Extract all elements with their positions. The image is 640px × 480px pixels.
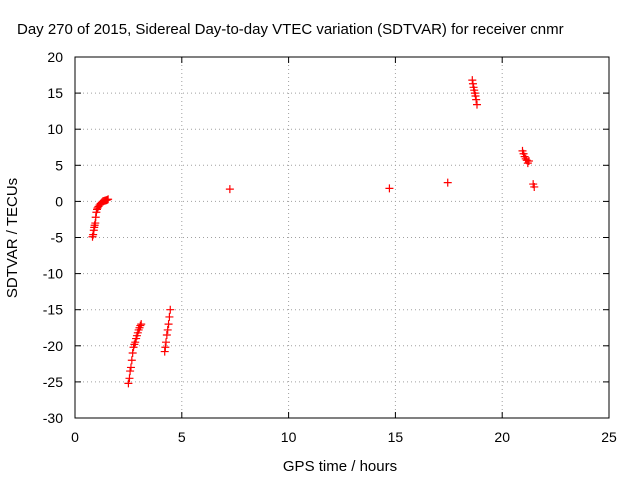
x-tick-label: 15: [388, 429, 404, 445]
y-axis-label: SDTVAR / TECUs: [4, 178, 21, 298]
x-tick-label: 10: [281, 429, 297, 445]
data-point: [89, 230, 98, 239]
y-tick-label: -10: [43, 266, 63, 282]
y-tick-label: -20: [43, 338, 63, 354]
data-point: [530, 182, 539, 191]
data-point: [104, 195, 113, 204]
y-tick-label: -25: [43, 374, 63, 390]
data-point: [468, 76, 477, 85]
chart-title: Day 270 of 2015, Sidereal Day-to-day VTE…: [17, 21, 564, 38]
data-point: [90, 221, 99, 230]
data-point: [161, 343, 170, 352]
y-tick-label: 10: [47, 121, 63, 137]
data-point: [126, 363, 135, 372]
data-point: [124, 379, 133, 388]
data-point: [524, 156, 533, 165]
data-point: [103, 195, 112, 204]
axis-ticks: 0 5 10 15 20 25 -30 -25 -20 -15 -10 -5 0 5 10 15 20: [43, 49, 617, 445]
data-point: [137, 320, 146, 329]
y-tick-label: 15: [47, 85, 63, 101]
x-tick-label: 20: [494, 429, 510, 445]
y-tick-label: -30: [43, 410, 63, 426]
data-point: [468, 79, 477, 88]
data-point: [160, 347, 169, 356]
y-tick-label: -15: [43, 302, 63, 318]
data-points: [88, 76, 539, 388]
data-point: [385, 184, 394, 193]
data-point: [163, 325, 172, 334]
data-point: [128, 349, 137, 358]
data-point: [472, 95, 481, 104]
x-tick-label: 5: [178, 429, 186, 445]
y-tick-label: 0: [55, 193, 63, 209]
y-tick-label: 20: [47, 49, 63, 65]
x-axis-label: GPS time / hours: [283, 458, 397, 475]
data-point: [166, 305, 175, 314]
data-point: [471, 91, 480, 100]
data-point: [161, 338, 170, 347]
data-point: [472, 100, 481, 109]
y-tick-label: -5: [51, 230, 64, 246]
data-point: [136, 321, 145, 330]
y-tick-label: 5: [55, 157, 63, 173]
grid: [75, 57, 609, 418]
data-point: [443, 178, 452, 187]
data-point: [135, 323, 144, 332]
data-point: [164, 320, 173, 329]
data-point: [225, 185, 234, 194]
data-point: [127, 356, 136, 365]
data-point: [126, 367, 135, 376]
x-tick-label: 25: [601, 429, 617, 445]
data-point: [131, 338, 140, 347]
data-point: [88, 232, 97, 241]
data-point: [162, 330, 171, 339]
data-point: [165, 312, 174, 321]
data-point: [125, 374, 134, 383]
x-tick-label: 0: [71, 429, 79, 445]
data-point: [91, 213, 100, 222]
